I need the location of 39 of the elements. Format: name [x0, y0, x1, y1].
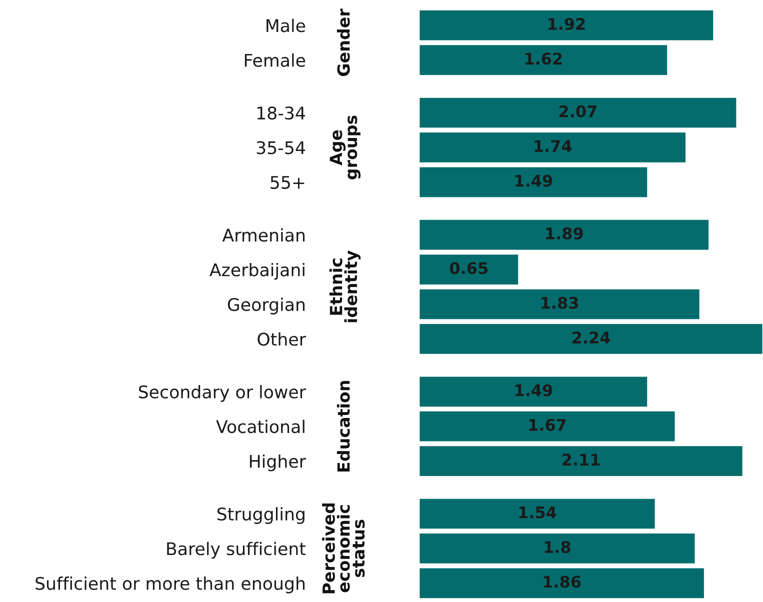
y-tick-label: Azerbaijani — [210, 262, 304, 280]
text: Perceived economic status — [322, 503, 365, 594]
data-label: 1.67 — [529, 418, 566, 431]
data-label: 2.11 — [562, 454, 600, 466]
y-tick-label: Vocational — [216, 420, 304, 434]
data-label: 1.83 — [542, 296, 578, 309]
y-tick-label: 18-34 — [257, 106, 306, 120]
y-tick-label: Higher — [250, 454, 306, 472]
bar — [419, 322, 763, 356]
y-tick-label: 55+ — [270, 176, 304, 189]
data-label: 1.86 — [544, 576, 581, 588]
data-label: 1.89 — [546, 227, 583, 240]
y-tick-label: Struggling — [217, 507, 304, 524]
y-tick-label: 35-54 — [256, 141, 306, 154]
data-label: 2.07 — [560, 105, 596, 118]
y-tick-label: Female — [244, 53, 306, 67]
y-tick-label: Male — [266, 18, 306, 32]
data-label: 1.74 — [534, 140, 572, 152]
y-tick-label: Barely sufficient — [167, 542, 306, 559]
y-tick-label: Secondary or lower — [138, 385, 306, 402]
y-tick-label: Other — [258, 332, 306, 346]
text: Ethnic identity — [329, 250, 361, 322]
data-label: 1.54 — [519, 506, 556, 518]
data-label: 1.49 — [516, 384, 552, 396]
y-tick-label: Armenian — [222, 228, 305, 242]
text: Education — [336, 381, 350, 472]
data-label: 2.24 — [572, 332, 610, 344]
data-label: 1.8 — [544, 541, 570, 554]
bar — [419, 218, 710, 252]
data-label: 1.92 — [548, 18, 585, 30]
y-tick-label: Sufficient or more than enough — [36, 576, 305, 594]
data-label: 0.65 — [450, 262, 488, 274]
text: Gender — [336, 8, 350, 76]
data-label: 1.62 — [525, 52, 562, 65]
bar — [419, 253, 520, 286]
y-tick-label: Georgian — [228, 298, 305, 314]
text: Age groups — [330, 116, 361, 180]
data-label: 1.49 — [516, 174, 552, 187]
bar — [419, 288, 701, 321]
